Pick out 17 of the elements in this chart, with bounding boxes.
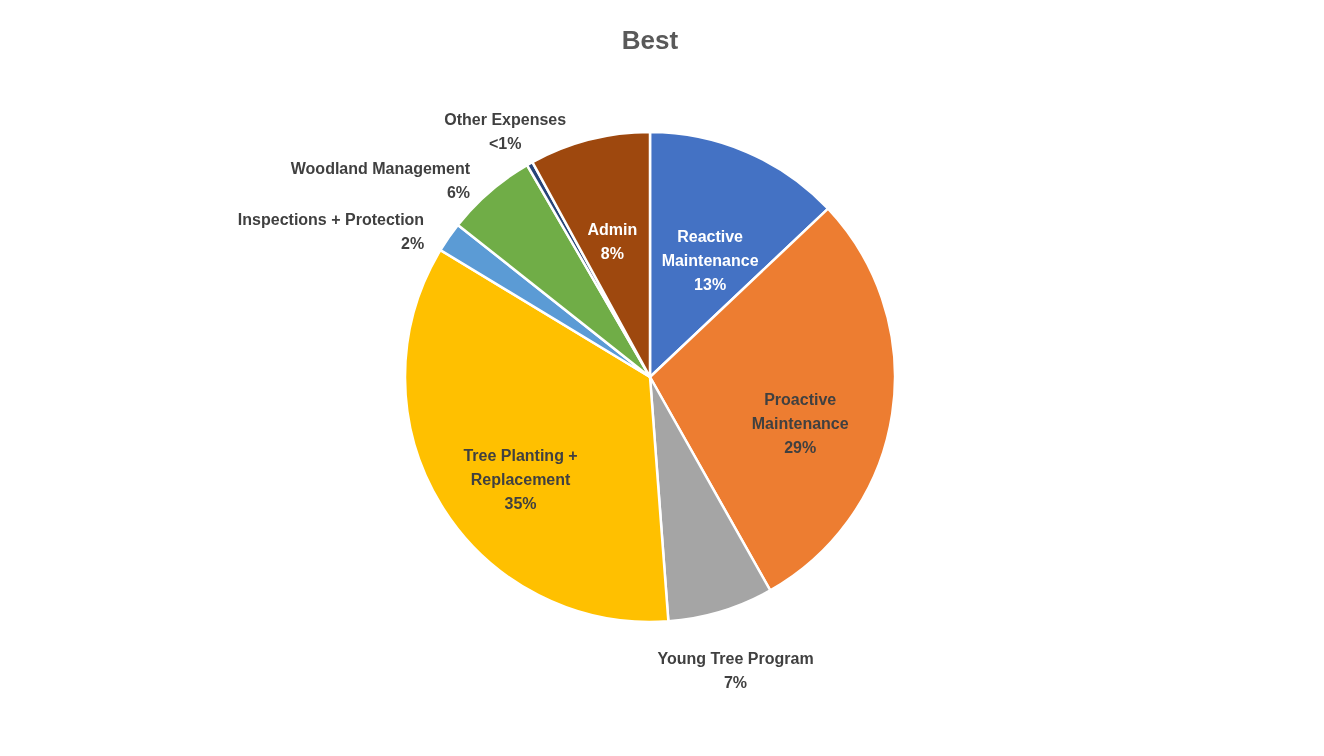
- slice-label: Tree Planting + Replacement: [463, 447, 578, 489]
- slice-label: Proactive Maintenance: [751, 390, 849, 432]
- data-label: <1%: [488, 135, 522, 152]
- slice-label: Woodland Management: [290, 160, 471, 178]
- data-label: 6%: [446, 184, 471, 202]
- slice-label: Reactive Maintenance: [661, 228, 759, 270]
- data-label: 35%: [504, 495, 537, 513]
- slice-label: Other Expenses: [444, 111, 567, 128]
- data-label: 8%: [600, 244, 624, 262]
- data-label: 7%: [723, 674, 748, 692]
- chart-title: Best: [621, 25, 679, 55]
- slice-label: Admin: [587, 220, 638, 238]
- data-label: 2%: [401, 235, 425, 253]
- data-label: 13%: [694, 276, 727, 294]
- slice-label: Young Tree Program: [657, 650, 814, 668]
- data-label: 29%: [784, 438, 817, 456]
- slice-label: Inspections + Protection: [237, 211, 425, 229]
